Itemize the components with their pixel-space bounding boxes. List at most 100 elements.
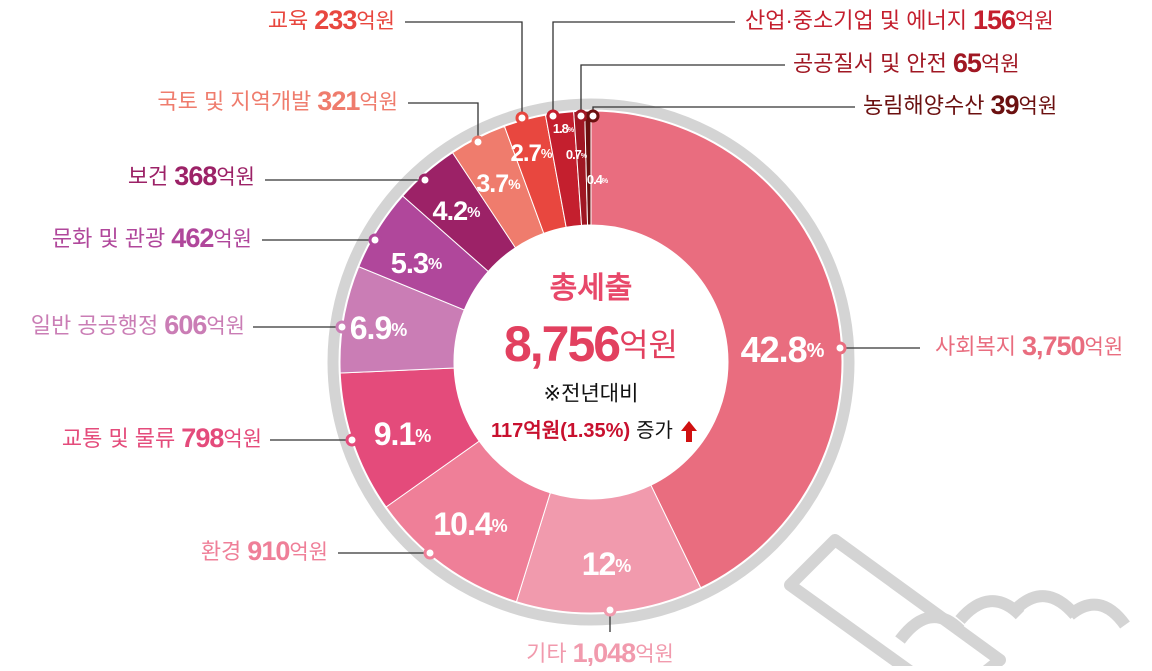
callout-dot <box>586 109 600 123</box>
amount: 65 <box>953 48 982 78</box>
change-text: 증가 <box>636 419 673 442</box>
category-name: 교육 <box>268 8 308 33</box>
percent-unit: % <box>508 176 521 192</box>
callout-line <box>580 64 785 116</box>
percent-value: 12 <box>582 546 616 582</box>
percent-value: 3.7 <box>476 170 508 198</box>
percent-label: 6.9% <box>350 310 407 346</box>
percent-unit: % <box>391 320 407 340</box>
category-name: 산업·중소기업 및 에너지 <box>745 8 967 33</box>
amount-unit: 억원 <box>981 53 1020 76</box>
category-name: 일반 공공행정 <box>31 313 159 338</box>
amount: 1,048 <box>573 638 637 666</box>
percent-label: 12% <box>582 546 632 582</box>
percent-value: 42.8 <box>741 329 807 370</box>
percent-value: 10.4 <box>433 506 492 542</box>
callout-dot <box>345 433 359 447</box>
callout-line <box>405 21 523 118</box>
percent-unit: % <box>467 204 480 221</box>
category-label: 산업·중소기업 및 에너지 156억원 <box>745 5 1054 35</box>
percent-unit: % <box>807 340 825 362</box>
percent-unit: % <box>492 516 508 536</box>
amount-unit: 억원 <box>213 228 252 251</box>
lens-ring <box>327 98 855 626</box>
amount: 910 <box>247 536 289 566</box>
percent-unit: % <box>615 556 631 576</box>
amount: 233 <box>314 5 357 35</box>
center-note: ※전년대비 <box>544 383 639 406</box>
total-unit: 억원 <box>619 327 678 363</box>
amount-unit: 억원 <box>1085 336 1124 359</box>
callout-dot <box>833 341 847 355</box>
amount-unit: 억원 <box>206 315 245 338</box>
percent-value: 9.1 <box>374 416 416 452</box>
donut <box>339 110 843 614</box>
callout-line <box>408 102 479 142</box>
total-value: 8,756 <box>504 316 619 372</box>
center-title: 총세출 <box>550 272 633 305</box>
amount: 368 <box>174 161 217 191</box>
percent-value: 6.9 <box>350 310 392 346</box>
percent-value: 4.2 <box>433 196 468 226</box>
percent-label: 0.4% <box>587 172 609 187</box>
callout-dot <box>574 109 588 123</box>
category-label: 공공질서 및 안전 65억원 <box>793 48 1020 78</box>
category-name: 농림해양수산 <box>863 93 984 118</box>
magnifier-handle <box>784 534 1130 671</box>
amount-unit: 억원 <box>356 10 395 33</box>
handle-fingers <box>895 590 1130 644</box>
percent-label: 5.3% <box>391 248 442 280</box>
callout-dot <box>515 111 529 125</box>
amount: 606 <box>164 310 207 340</box>
percent-label: 4.2% <box>433 196 481 226</box>
increase-arrow <box>681 421 697 442</box>
amount-unit: 억원 <box>289 541 328 564</box>
category-label: 일반 공공행정 606억원 <box>31 310 245 340</box>
percent-unit: % <box>428 256 442 273</box>
amount: 3,750 <box>1022 331 1085 361</box>
category-label: 교통 및 물류 798억원 <box>62 423 262 453</box>
category-label: 농림해양수산 39억원 <box>863 90 1057 120</box>
callout-dot <box>335 320 349 334</box>
callout-line <box>552 21 735 116</box>
percent-unit: % <box>602 178 609 185</box>
category-label: 국토 및 지역개발 321억원 <box>157 86 398 116</box>
callout-dot <box>471 135 485 149</box>
percent-value: 1.8 <box>553 121 569 136</box>
callout-dot <box>546 109 560 123</box>
category-name: 국토 및 지역개발 <box>157 89 311 114</box>
category-name: 교통 및 물류 <box>62 426 175 451</box>
category-label: 교육 233억원 <box>268 5 395 35</box>
category-label: 환경 910억원 <box>201 536 328 566</box>
center-total: 8,756억원 <box>504 316 678 372</box>
center-change: 117억원(1.35%) 증가 <box>491 419 673 442</box>
percent-value: 0.7 <box>566 147 582 162</box>
handle-body <box>784 534 1006 671</box>
amount: 798 <box>181 423 224 453</box>
callout-dot <box>603 603 617 617</box>
percent-unit: % <box>415 426 431 446</box>
category-name: 환경 <box>201 539 241 564</box>
percent-value: 5.3 <box>391 248 429 280</box>
category-label: 보건 368억원 <box>128 161 255 191</box>
category-label: 사회복지 3,750억원 <box>935 331 1123 361</box>
amount-unit: 억원 <box>359 91 398 114</box>
percent-label: 9.1% <box>374 416 431 452</box>
amount-unit: 억원 <box>635 643 674 666</box>
category-name: 공공질서 및 안전 <box>793 51 947 76</box>
amount: 39 <box>990 90 1019 120</box>
percent-value: 2.7 <box>511 140 542 167</box>
category-name: 사회복지 <box>935 334 1016 359</box>
amount: 156 <box>973 5 1016 35</box>
percent-label: 3.7% <box>476 170 521 198</box>
percent-label: 10.4% <box>433 506 507 542</box>
category-label: 문화 및 관광 462억원 <box>52 223 252 253</box>
callout-dot <box>418 173 432 187</box>
callout-dot <box>368 233 382 247</box>
amount-unit: 억원 <box>216 166 255 189</box>
change-value: 117억원(1.35%) <box>491 419 630 442</box>
category-name: 기타 <box>526 641 566 666</box>
donut-segment <box>584 110 592 226</box>
